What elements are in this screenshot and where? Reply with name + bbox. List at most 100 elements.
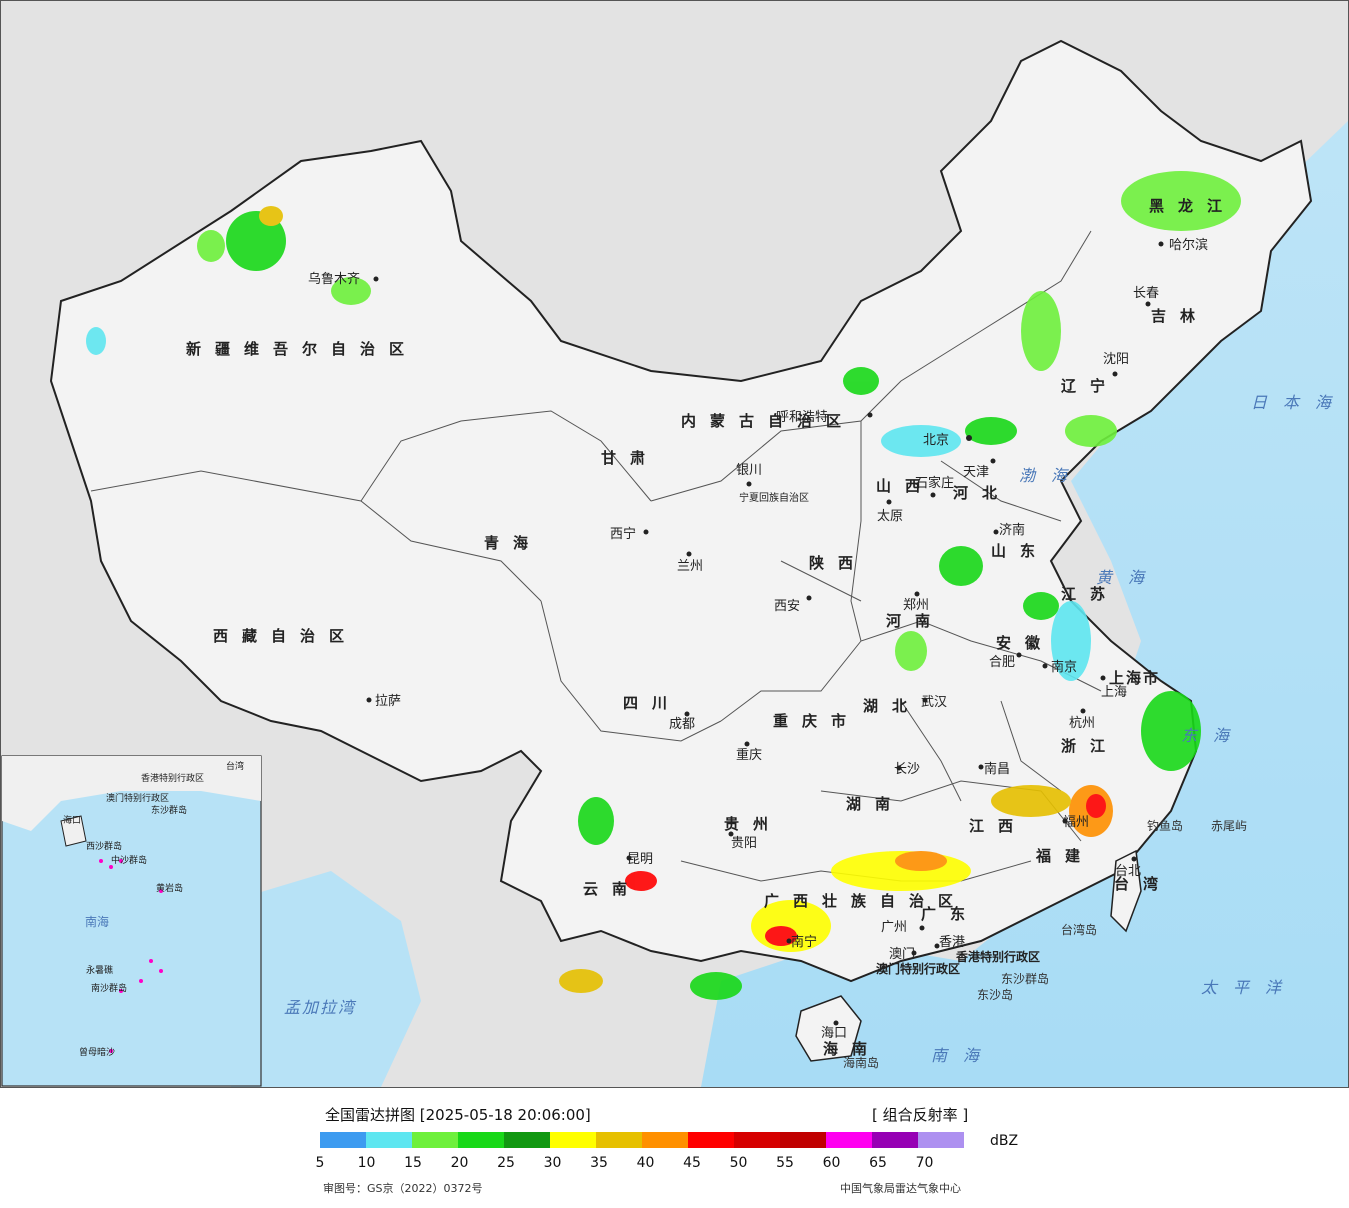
- city-marker: 沈阳: [1103, 352, 1129, 377]
- south-china-sea-inset: [1, 755, 262, 1087]
- province-label: 上海市: [1109, 669, 1160, 687]
- source-credit: 中国气象局雷达气象中心: [840, 1182, 961, 1195]
- island-label: 钓鱼岛: [1147, 818, 1183, 833]
- scale-tick: 35: [590, 1155, 608, 1171]
- color-swatch: [320, 1132, 366, 1148]
- city-marker: 澳门: [889, 946, 917, 962]
- province-label: 青海: [484, 534, 542, 552]
- approval-number: 审图号：GS京（2022）0372号: [323, 1182, 483, 1195]
- color-swatch: [780, 1132, 826, 1148]
- inset-label: 香港特别行政区: [141, 772, 204, 784]
- province-label: 西藏自治区: [213, 627, 358, 645]
- scale-tick: 45: [683, 1155, 701, 1171]
- province-label: 黑龙江: [1149, 197, 1236, 215]
- city-marker: 长沙: [894, 762, 920, 777]
- svg-text:贵阳: 贵阳: [731, 836, 757, 851]
- taiwan-island: [1110, 849, 1142, 933]
- province-label: 河北: [953, 484, 1011, 502]
- svg-text:台北: 台北: [1115, 864, 1141, 879]
- city-marker: 武汉: [921, 695, 947, 710]
- inset-label: 南沙群岛: [91, 982, 127, 994]
- sea-label: 渤海: [1019, 466, 1083, 485]
- svg-text:杭州: 杭州: [1069, 716, 1095, 731]
- scale-tick: 5: [315, 1155, 325, 1171]
- color-swatch: [412, 1132, 458, 1148]
- island-label: 台湾岛: [1061, 922, 1097, 937]
- radar-map: 新疆维吾尔自治区 西藏自治区 青海 甘肃 内蒙古自治区 黑龙江 吉林 辽宁 河北…: [0, 0, 1349, 1088]
- svg-text:南京: 南京: [1051, 659, 1077, 675]
- color-scale-ticks: 5 10 15 20 25 30 35 40 45 50 55 60 65 70: [300, 1155, 1000, 1175]
- svg-text:长沙: 长沙: [894, 762, 920, 777]
- sea-label: 日本海: [1251, 393, 1347, 412]
- svg-text:长春: 长春: [1133, 286, 1159, 301]
- scale-tick: 70: [915, 1155, 934, 1171]
- city-marker: 呼和浩特: [776, 410, 873, 425]
- sea-label: 孟加拉湾: [284, 998, 357, 1017]
- city-marker: 杭州: [1069, 708, 1095, 731]
- svg-text:兰州: 兰州: [677, 559, 703, 574]
- svg-text:西安: 西安: [774, 599, 800, 614]
- color-scale: [320, 1132, 964, 1148]
- svg-text:西宁: 西宁: [610, 526, 636, 542]
- city-marker: 合肥: [989, 652, 1022, 670]
- scale-tick: 65: [869, 1155, 887, 1171]
- province-label: 江苏: [1061, 585, 1119, 603]
- city-marker: 济南: [993, 522, 1025, 538]
- svg-text:哈尔滨: 哈尔滨: [1169, 237, 1208, 253]
- legend-unit: dBZ: [990, 1133, 1019, 1149]
- city-marker: 海口: [821, 1020, 847, 1041]
- city-marker: 香港: [934, 935, 965, 950]
- color-swatch: [550, 1132, 596, 1148]
- island-label: 赤尾屿: [1211, 819, 1247, 833]
- province-label: 辽宁: [1061, 377, 1119, 395]
- scale-tick: 60: [822, 1155, 841, 1171]
- province-label: 宁夏回族自治区: [739, 491, 809, 504]
- inset-label: 澳门特别行政区: [106, 792, 169, 804]
- province-label: 台湾: [1114, 875, 1172, 893]
- inset-label: 东沙群岛: [151, 804, 187, 816]
- province-label: 江西: [969, 817, 1027, 835]
- city-marker: 广州: [881, 920, 925, 935]
- province-label: 澳门特别行政区: [876, 961, 960, 976]
- inset-label: 黄岩岛: [156, 882, 183, 894]
- hainan-island: [795, 995, 862, 1062]
- color-swatch: [826, 1132, 872, 1148]
- inset-label: 中沙群岛: [111, 854, 147, 866]
- svg-text:香港: 香港: [939, 935, 965, 950]
- city-marker: 台北: [1115, 856, 1141, 879]
- svg-text:澳门: 澳门: [889, 946, 915, 962]
- province-label: 新疆维吾尔自治区: [186, 340, 418, 358]
- china-land: [49, 39, 1313, 983]
- city-marker: 长春: [1133, 286, 1159, 307]
- city-marker: 西宁: [610, 526, 649, 542]
- legend-product: [ 组合反射率 ]: [872, 1106, 969, 1124]
- city-marker: 郑州: [903, 591, 929, 613]
- city-marker: 成都: [669, 711, 695, 732]
- color-swatch: [734, 1132, 780, 1148]
- svg-text:南宁: 南宁: [791, 934, 817, 950]
- city-marker: 南昌: [978, 761, 1010, 777]
- color-swatch: [504, 1132, 550, 1148]
- svg-text:重庆: 重庆: [736, 747, 762, 763]
- scale-tick: 50: [729, 1155, 748, 1171]
- province-label: 贵州: [724, 815, 782, 833]
- svg-text:太原: 太原: [877, 509, 903, 524]
- province-label: 陕西: [809, 554, 867, 572]
- province-label: 云南: [583, 880, 641, 898]
- island-label: 海南岛: [843, 1055, 879, 1070]
- province-label: 广西壮族自治区: [764, 892, 967, 910]
- scale-tick: 25: [497, 1155, 515, 1171]
- svg-text:昆明: 昆明: [627, 852, 653, 867]
- scale-tick: 30: [543, 1155, 562, 1171]
- bay-of-bengal: [231, 871, 421, 1087]
- province-label: 重庆市: [773, 712, 860, 730]
- province-label: 海南: [823, 1040, 881, 1058]
- scale-tick: 10: [357, 1155, 376, 1171]
- city-marker: 银川: [736, 463, 762, 487]
- city-marker: 乌鲁木齐: [308, 271, 379, 287]
- city-marker: 兰州: [677, 551, 703, 574]
- inset-label: 永暑礁: [86, 964, 113, 976]
- province-label: 山西: [876, 477, 934, 495]
- sea-label: 东海: [1181, 726, 1245, 745]
- province-label: 香港特别行政区: [955, 949, 1040, 964]
